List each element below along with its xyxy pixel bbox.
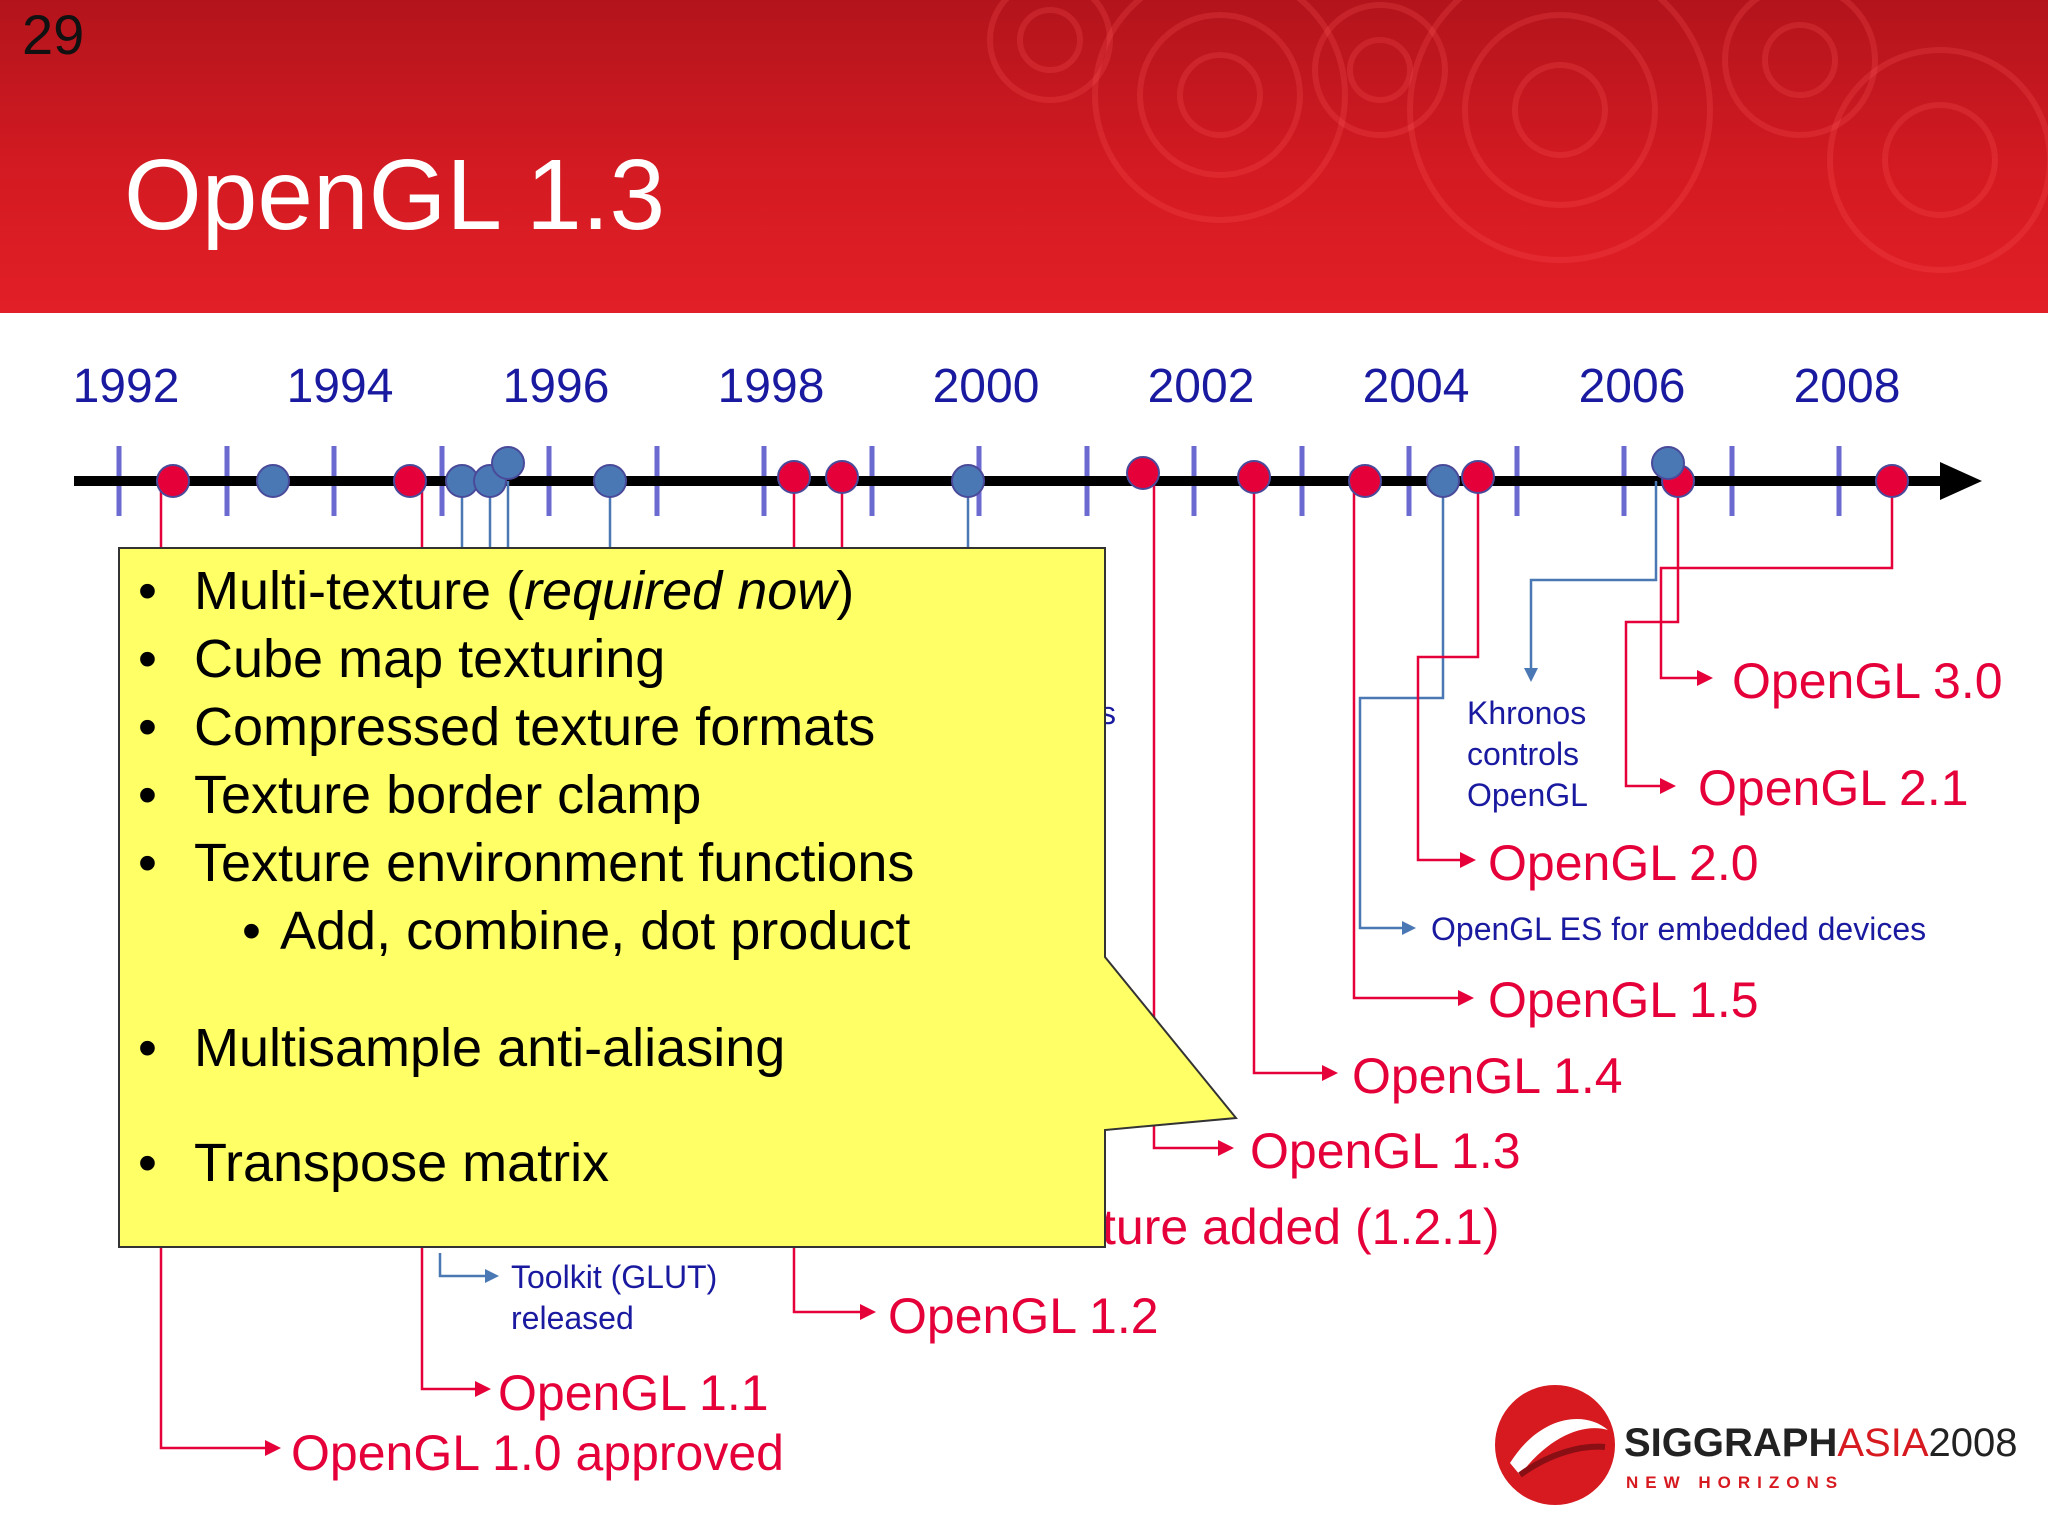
year-label: 2000 [933, 360, 1040, 413]
slide-title: OpenGL 1.3 [124, 139, 666, 251]
event-label-gl13: OpenGL 1.3 [1250, 1123, 1521, 1179]
release-dot [1237, 460, 1271, 494]
year-label: 1992 [73, 360, 180, 413]
connector-gles [1358, 481, 1445, 930]
event-label-khronos: Khronos [1467, 695, 1586, 731]
event-dot [256, 464, 290, 498]
connector-gl14 [1252, 481, 1322, 1075]
event-label-gl30: OpenGL 3.0 [1732, 653, 2003, 709]
banner-decoration [987, 0, 2048, 273]
event-label-gl15: OpenGL 1.5 [1488, 972, 1759, 1028]
title-banner: 29 OpenGL 1.3 [0, 0, 2048, 313]
year-label: 2002 [1148, 360, 1255, 413]
release-dot [393, 464, 427, 498]
connector-khronos [1529, 481, 1658, 668]
event-label-khronos: controls [1467, 736, 1579, 772]
logo-tagline: NEW HORIZONS [1626, 1473, 1845, 1492]
event-label-gl11: OpenGL 1.1 [498, 1365, 769, 1421]
event-label-gl20: OpenGL 2.0 [1488, 835, 1759, 891]
year-label: 1994 [287, 360, 394, 413]
event-label-gl14: OpenGL 1.4 [1352, 1048, 1623, 1104]
year-label: 1998 [718, 360, 825, 413]
release-dot [1126, 456, 1160, 490]
event-label-gl121: ture added (1.2.1) [1102, 1199, 1500, 1255]
event-label-gl12: OpenGL 1.2 [888, 1288, 1159, 1344]
release-dot [1875, 464, 1909, 498]
event-dot [1426, 464, 1460, 498]
swirl-icon [1495, 1385, 1615, 1505]
event-label-gl10: OpenGL 1.0 approved [291, 1425, 784, 1481]
connector-gl30 [1659, 481, 1894, 680]
event-dot [593, 464, 627, 498]
connector-gl13 [1152, 481, 1218, 1150]
slide-number: 29 [22, 3, 85, 66]
event-label-glut-released: released [511, 1300, 634, 1336]
year-label: 2006 [1579, 360, 1686, 413]
logo-year: 2008 [1928, 1421, 2018, 1465]
event-label-gles: OpenGL ES for embedded devices [1431, 911, 1926, 947]
event-label-khronos: OpenGL [1467, 777, 1588, 813]
connector-gl15 [1352, 481, 1458, 1000]
release-dot [1461, 460, 1495, 494]
callout-balloon [118, 547, 1238, 1248]
logo-asia: ASIA [1837, 1421, 1929, 1465]
siggraph-asia-logo: SIGGRAPHASIA2008 NEW HORIZONS [1490, 1375, 2018, 1515]
logo-siggraph: SIGGRAPH [1624, 1421, 1838, 1465]
release-dot [825, 460, 859, 494]
event-dot [1651, 446, 1685, 480]
timeline-arrowhead [1940, 462, 1982, 500]
event-label-gl21: OpenGL 2.1 [1698, 760, 1969, 816]
connector-glut [438, 1253, 485, 1278]
event-dot [951, 464, 985, 498]
event-dot [491, 446, 525, 480]
year-label: 1996 [503, 360, 610, 413]
year-label: 2004 [1363, 360, 1470, 413]
release-dot [1348, 464, 1382, 498]
release-dot [777, 460, 811, 494]
connector-gl20 [1416, 481, 1480, 862]
year-label: 2008 [1794, 360, 1901, 413]
release-dot [156, 464, 190, 498]
event-label-glut: Toolkit (GLUT) [511, 1259, 717, 1295]
connector-gl21 [1624, 481, 1680, 788]
